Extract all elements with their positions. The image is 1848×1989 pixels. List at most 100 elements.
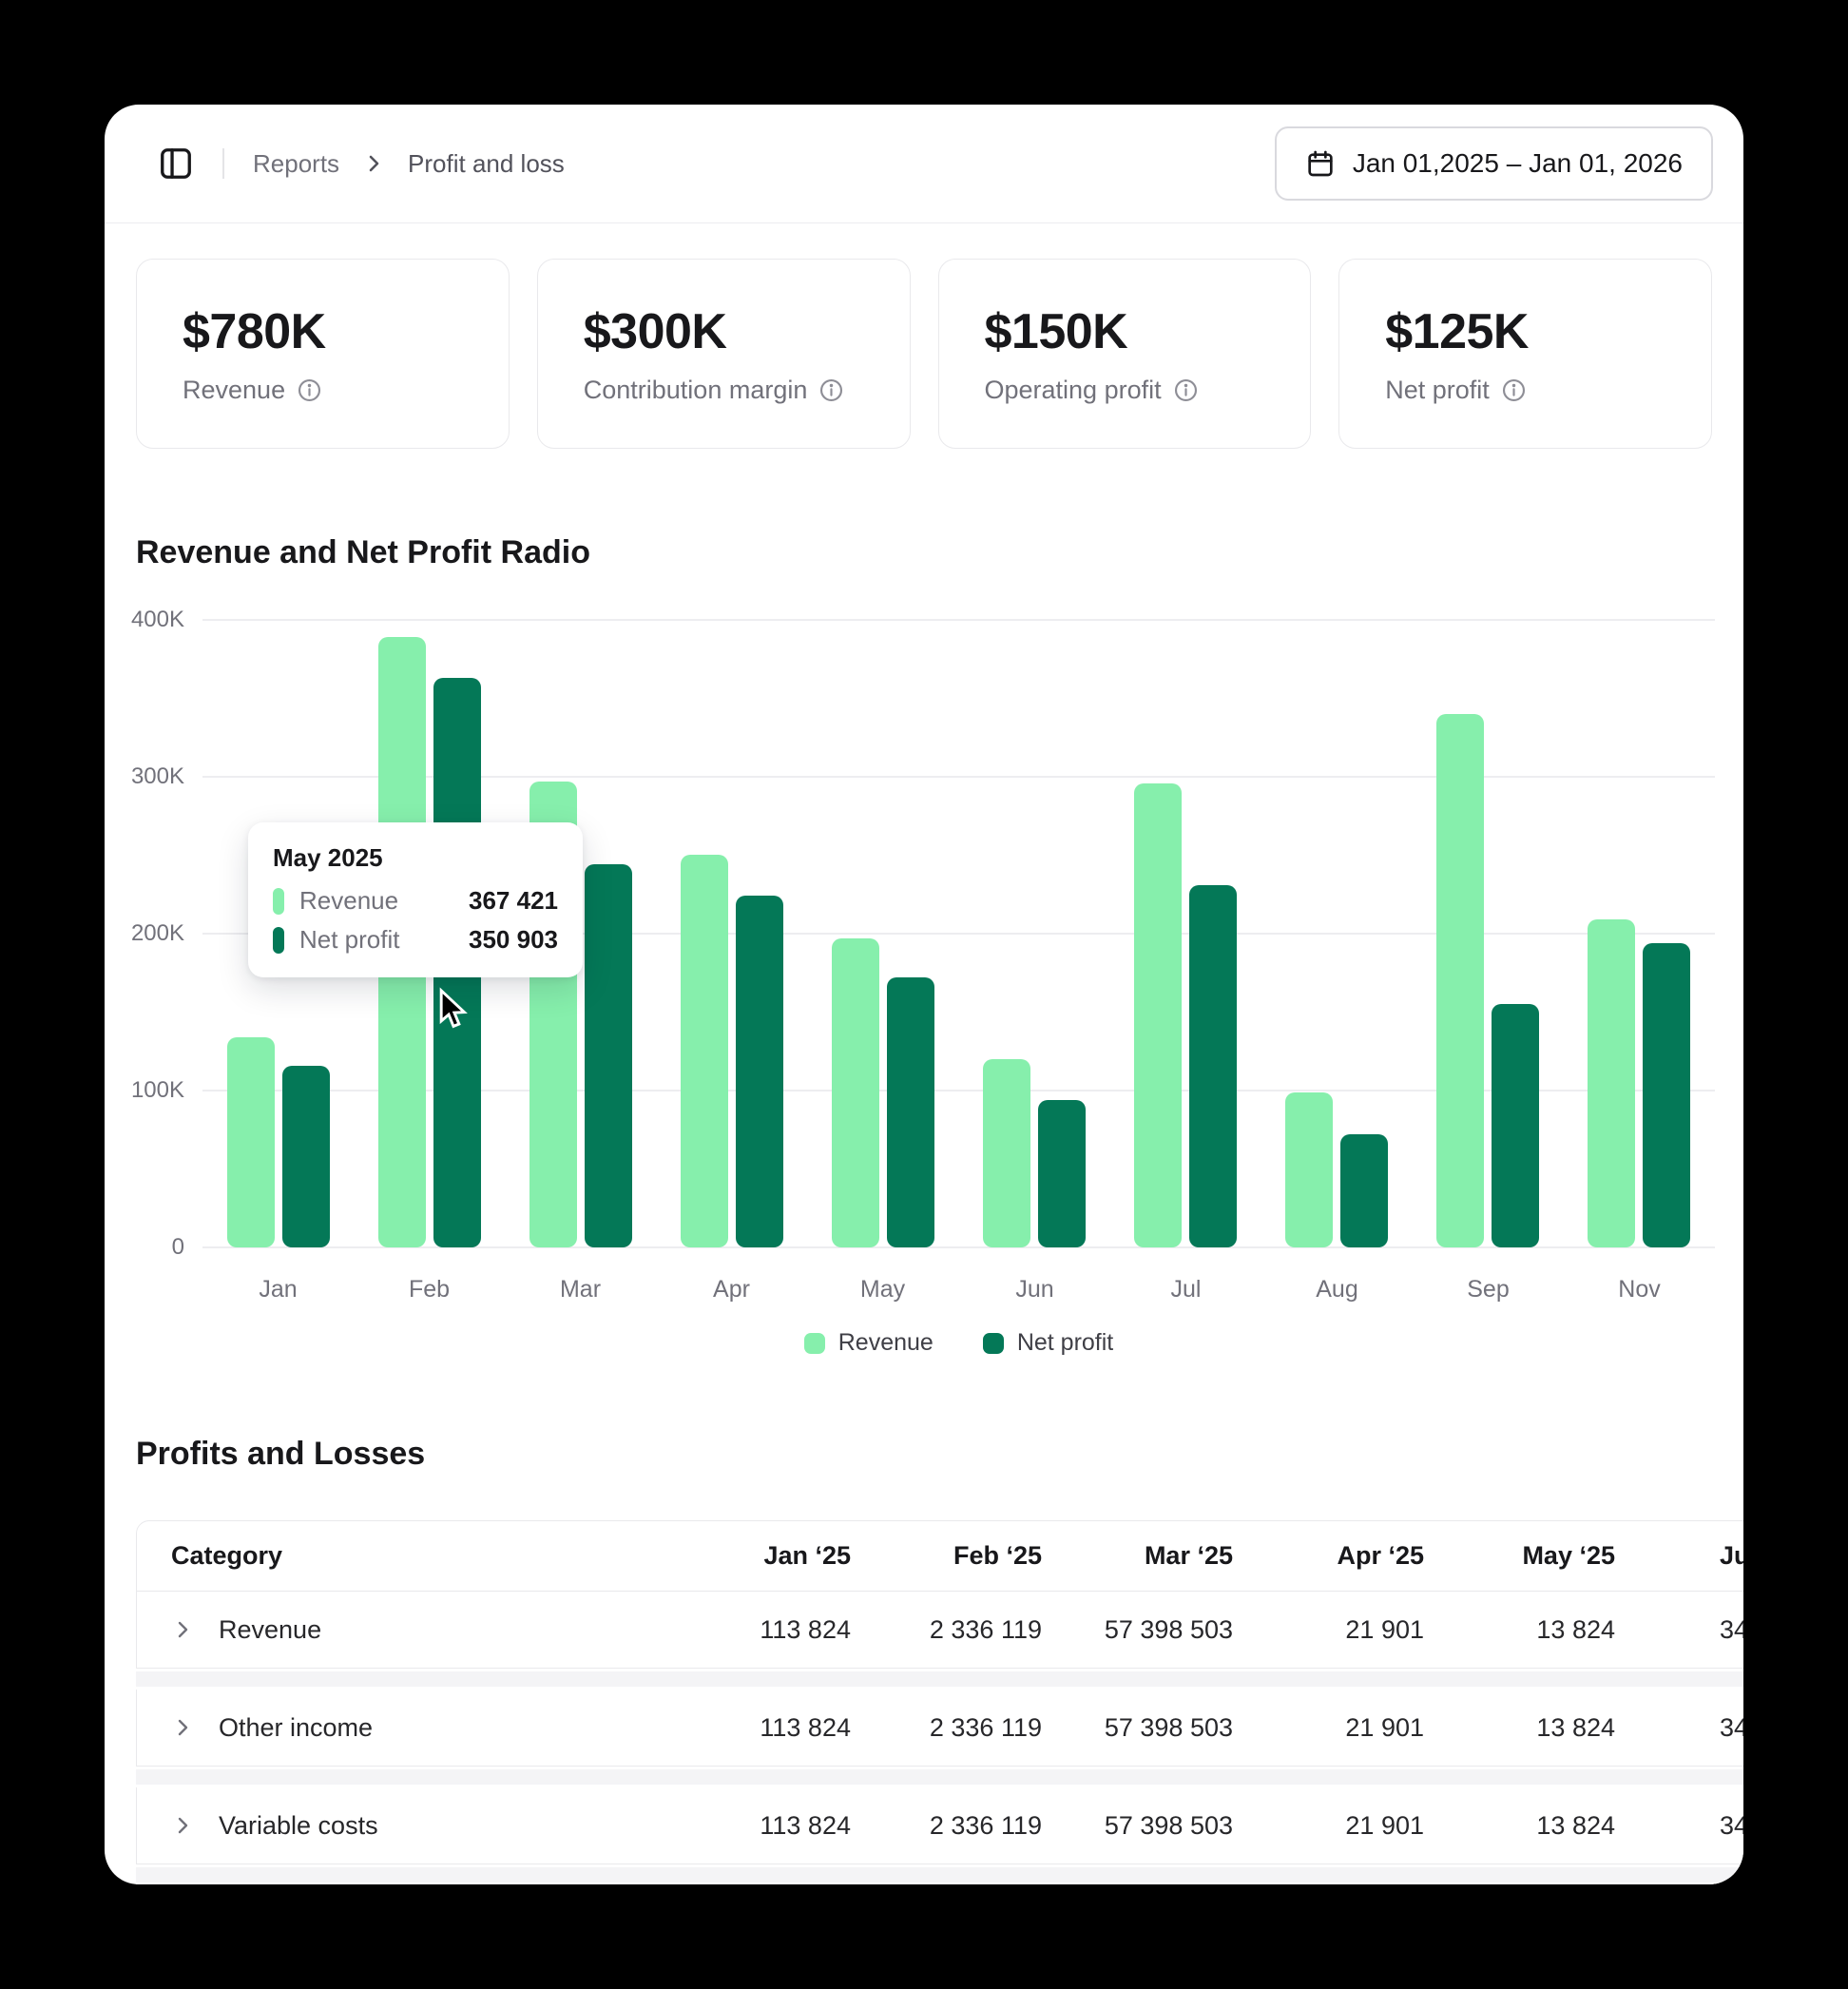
info-icon[interactable]	[1501, 377, 1527, 403]
bar-net-profit-sep[interactable]	[1492, 1004, 1539, 1247]
chart-gridline	[202, 933, 1715, 935]
breadcrumb-current-page: Profit and loss	[408, 148, 565, 178]
bar-revenue-jan[interactable]	[227, 1037, 275, 1247]
row-expand-chevron-icon[interactable]	[171, 1814, 194, 1837]
x-axis-tick-label: Feb	[408, 1276, 451, 1303]
chart-gridline	[202, 1090, 1715, 1091]
bar-revenue-nov[interactable]	[1588, 919, 1635, 1247]
header: Reports Profit and loss Jan 01,2025 – Ja…	[105, 105, 1743, 223]
row-expand-chevron-icon[interactable]	[171, 1716, 194, 1739]
kpi-label: Net profit	[1385, 376, 1665, 405]
kpi-value: $125K	[1385, 303, 1529, 359]
kpi-label-text: Net profit	[1385, 375, 1490, 404]
chart-gridline	[202, 619, 1715, 621]
tooltip-row: Net profit 350 903	[273, 925, 558, 955]
table-header-cell: Feb ‘25	[953, 1541, 1042, 1570]
bar-net-profit-jan[interactable]	[282, 1066, 330, 1247]
table-category-cell[interactable]: Other income	[137, 1713, 660, 1743]
table-value-cell: 2 336 119	[929, 1614, 1042, 1644]
table-value-cell: 2 336 119	[929, 1712, 1042, 1742]
info-icon[interactable]	[1173, 377, 1199, 403]
x-axis-tick-label: Nov	[1618, 1276, 1661, 1303]
bar-net-profit-nov[interactable]	[1643, 943, 1690, 1247]
tooltip-series-value: 350 903	[469, 925, 558, 954]
tooltip-series-pill-icon	[273, 887, 284, 915]
info-icon[interactable]	[297, 377, 322, 403]
bar-net-profit-may[interactable]	[887, 977, 934, 1247]
table-category-cell[interactable]: Variable costs	[137, 1811, 660, 1841]
bar-net-profit-aug[interactable]	[1340, 1134, 1388, 1247]
table-value-cell: 57 398 503	[1104, 1614, 1233, 1644]
table-header-cell: Jan ‘25	[763, 1541, 851, 1570]
bar-revenue-jul[interactable]	[1134, 783, 1182, 1247]
chart-tooltip: May 2025 Revenue 367 421 Net profit 350 903	[248, 822, 583, 977]
breadcrumb-chevron-icon	[362, 152, 385, 175]
row-category-label: Variable costs	[219, 1810, 378, 1840]
mouse-cursor-icon	[433, 987, 474, 1037]
info-icon[interactable]	[818, 377, 844, 403]
bar-net-profit-mar[interactable]	[585, 864, 632, 1247]
kpi-card-revenue: $780K Revenue	[136, 259, 510, 449]
table-header-cell: Ju	[1720, 1541, 1743, 1570]
table-value-cell: 34	[1720, 1614, 1743, 1644]
bar-revenue-aug[interactable]	[1285, 1092, 1333, 1247]
table-header-cell: May ‘25	[1522, 1541, 1615, 1570]
table-value-cell: 34	[1720, 1810, 1743, 1840]
x-axis-tick-label: May	[859, 1276, 906, 1303]
table-row-revenue: Revenue 113 824 2 336 119 57 398 503 21 901 1…	[136, 1592, 1743, 1669]
table-row-other-income: Other income 113 824 2 336 119 57 398 503 21…	[136, 1690, 1743, 1767]
main-panel: Reports Profit and loss Jan 01,2025 – Ja…	[105, 105, 1743, 1884]
date-range-picker[interactable]: Jan 01,2025 – Jan 01, 2026	[1274, 126, 1713, 201]
bar-revenue-apr[interactable]	[681, 855, 728, 1247]
table-value-cell: 2 336 119	[929, 1810, 1042, 1840]
row-expand-chevron-icon[interactable]	[171, 1618, 194, 1641]
x-axis-tick-label: Apr	[713, 1276, 750, 1303]
bar-revenue-sep[interactable]	[1436, 714, 1484, 1247]
table-category-cell[interactable]: Revenue	[137, 1615, 660, 1645]
legend-item-revenue[interactable]: Revenue	[803, 1329, 934, 1357]
x-axis-tick-label: Aug	[1316, 1276, 1358, 1303]
kpi-card-net-profit: $125K Net profit	[1338, 259, 1712, 449]
table-header-cell: Category	[171, 1541, 283, 1570]
row-category-label: Other income	[219, 1712, 374, 1742]
table-value-cell: 21 901	[1345, 1614, 1424, 1644]
table-value-cell: 13 824	[1536, 1712, 1615, 1742]
bar-revenue-jun[interactable]	[983, 1059, 1030, 1247]
bar-net-profit-jul[interactable]	[1189, 885, 1237, 1247]
chart-gridline	[202, 1246, 1715, 1248]
legend-item-net-profit[interactable]: Net profit	[982, 1329, 1113, 1357]
panel-left-icon	[158, 145, 194, 182]
table-value-cell: 34	[1720, 1712, 1743, 1742]
tooltip-series-pill-icon	[273, 926, 284, 954]
sidebar-toggle-button[interactable]	[158, 145, 194, 182]
bar-net-profit-jun[interactable]	[1038, 1100, 1086, 1247]
y-axis-tick-label: 0	[171, 1234, 184, 1260]
legend-label: Revenue	[837, 1329, 934, 1356]
x-axis-tick-label: Jun	[1015, 1276, 1054, 1303]
date-range-label: Jan 01,2025 – Jan 01, 2026	[1352, 148, 1683, 178]
tooltip-row: Revenue 367 421	[273, 886, 558, 916]
breadcrumb-reports[interactable]: Reports	[253, 148, 340, 178]
chart-gridline	[202, 776, 1715, 778]
table-value-cell: 21 901	[1345, 1712, 1424, 1742]
kpi-label-text: Revenue	[183, 375, 286, 404]
kpi-row: $780K Revenue $300K Contribution margin $150…	[136, 259, 1712, 449]
bar-net-profit-apr[interactable]	[736, 896, 783, 1247]
table-value-cell: 113 824	[760, 1614, 851, 1644]
profit-loss-table: Category Jan ‘25 Feb ‘25 Mar ‘25 Apr ‘25 May …	[136, 1520, 1743, 1884]
kpi-label-text: Operating profit	[984, 375, 1162, 404]
kpi-card-operating-profit: $150K Operating profit	[937, 259, 1312, 449]
tooltip-series-label: Revenue	[299, 886, 399, 915]
kpi-label: Revenue	[183, 376, 463, 405]
calendar-icon	[1305, 148, 1336, 179]
table-value-cell: 57 398 503	[1104, 1810, 1233, 1840]
x-axis-tick-label: Jul	[1170, 1276, 1202, 1303]
header-divider	[222, 148, 224, 179]
y-axis-tick-label: 200K	[130, 920, 184, 946]
bar-revenue-may[interactable]	[832, 938, 879, 1247]
table-row-spacer	[136, 1864, 1743, 1884]
kpi-value: $300K	[583, 303, 727, 359]
chart-title: Revenue and Net Profit Radio	[136, 534, 590, 570]
kpi-label-text: Contribution margin	[583, 375, 808, 404]
